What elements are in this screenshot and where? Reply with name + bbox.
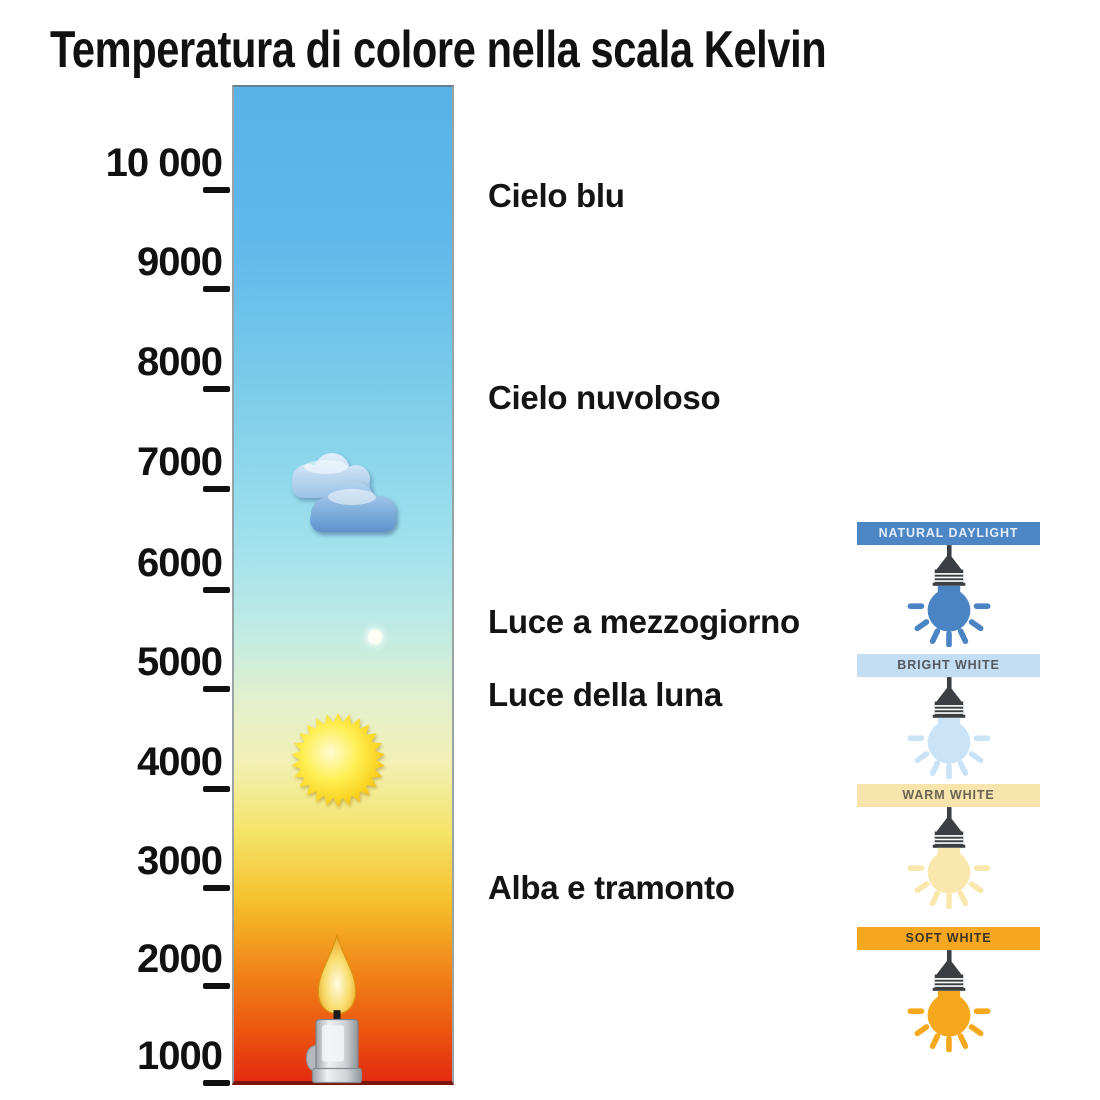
annotation-luce-luna: Luce della luna bbox=[488, 676, 722, 713]
annotation-cielo-nuvoloso: Cielo nuvoloso bbox=[488, 379, 721, 416]
scale-label-10000: 10 000 bbox=[105, 141, 223, 185]
annotation-luce-mezzogiorno: Luce a mezzogiorno bbox=[488, 603, 800, 640]
panel-soft-white: SOFT WHITE bbox=[857, 927, 1040, 1052]
scale-label-4000: 4000 bbox=[137, 740, 223, 784]
scale-label-1000: 1000 bbox=[137, 1034, 223, 1078]
scale-label-9000: 9000 bbox=[137, 240, 223, 284]
panel-natural-daylight: NATURAL DAYLIGHT bbox=[857, 522, 1040, 647]
scale-tick bbox=[203, 885, 230, 891]
scale-label-7000: 7000 bbox=[137, 440, 223, 484]
clouds-icon bbox=[292, 453, 396, 532]
bulb-icon-natural-daylight bbox=[907, 545, 990, 647]
page-title: Temperatura di colore nella scala Kelvin bbox=[50, 21, 827, 79]
scale-tick bbox=[203, 286, 230, 292]
panel-bright-white: BRIGHT WHITE bbox=[857, 654, 1040, 779]
scale-label-5000: 5000 bbox=[137, 640, 223, 684]
scale-tick bbox=[203, 1080, 230, 1086]
scale-tick bbox=[203, 686, 230, 692]
kelvin-gradient-bar bbox=[232, 85, 454, 1085]
scale-tick bbox=[203, 386, 230, 392]
annotation-alba-tramonto: Alba e tramonto bbox=[488, 869, 735, 906]
scale-tick bbox=[203, 187, 230, 193]
annotation-cielo-blu: Cielo blu bbox=[488, 177, 625, 214]
candle-icon bbox=[305, 933, 363, 1084]
sun-icon bbox=[291, 713, 385, 807]
banner-bright-white: BRIGHT WHITE bbox=[857, 654, 1040, 677]
banner-warm-white: WARM WHITE bbox=[857, 784, 1040, 807]
scale-tick bbox=[203, 983, 230, 989]
banner-natural-daylight: NATURAL DAYLIGHT bbox=[857, 522, 1040, 545]
banner-soft-white: SOFT WHITE bbox=[857, 927, 1040, 950]
scale-label-3000: 3000 bbox=[137, 839, 223, 883]
scale-label-6000: 6000 bbox=[137, 541, 223, 585]
panel-warm-white: WARM WHITE bbox=[857, 784, 1040, 909]
scale-tick bbox=[203, 786, 230, 792]
bulb-icon-soft-white bbox=[907, 950, 990, 1052]
bulb-icon-warm-white bbox=[907, 807, 990, 909]
scale-label-2000: 2000 bbox=[137, 937, 223, 981]
bulb-icon-bright-white bbox=[907, 677, 990, 779]
scale-tick bbox=[203, 486, 230, 492]
scale-tick bbox=[203, 587, 230, 593]
moon-dot-icon bbox=[368, 630, 382, 644]
scale-label-8000: 8000 bbox=[137, 340, 223, 384]
